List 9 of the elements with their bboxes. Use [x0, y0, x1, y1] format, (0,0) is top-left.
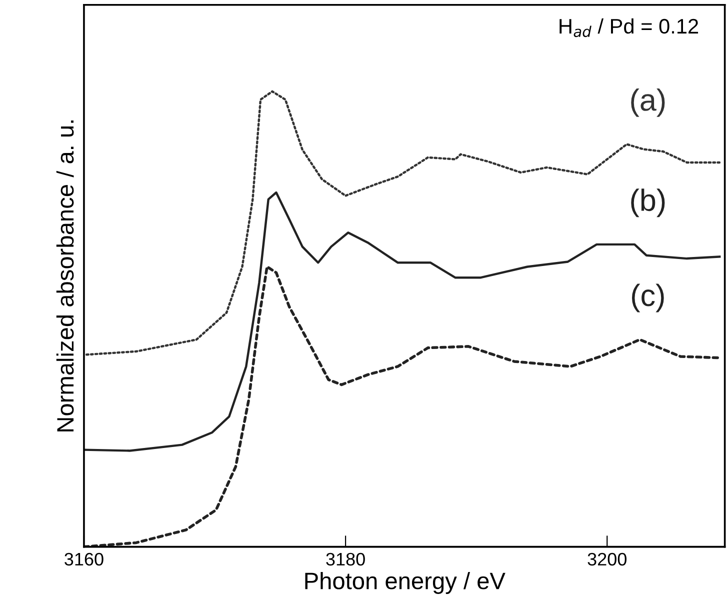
series-label: (a) — [631, 88, 665, 117]
text: H$_{ad}$ / Pd = 0.12 — [560, 18, 698, 38]
x-tick-label: 3160 — [64, 552, 104, 566]
x-tick-label: 3200 — [588, 552, 626, 566]
series-label: (b) — [631, 188, 665, 218]
y-axis-title: Normalized absorbance / a. u. — [56, 120, 74, 432]
x-axis-title: Photon energy / eV — [305, 572, 506, 594]
x-tick-label: 3180 — [326, 552, 365, 566]
series-label: (c) — [632, 284, 664, 312]
